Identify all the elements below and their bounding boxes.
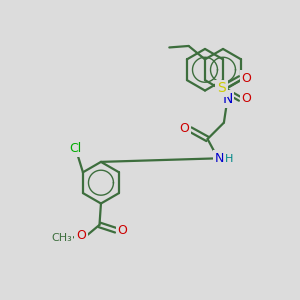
Text: O: O bbox=[76, 229, 86, 242]
Text: O: O bbox=[242, 72, 251, 85]
Text: S: S bbox=[217, 82, 226, 95]
Text: N: N bbox=[215, 152, 224, 165]
Text: H: H bbox=[225, 154, 233, 164]
Text: O: O bbox=[117, 224, 127, 237]
Text: N: N bbox=[222, 92, 233, 106]
Text: O: O bbox=[242, 92, 251, 105]
Text: O: O bbox=[179, 122, 189, 134]
Text: CH₃: CH₃ bbox=[51, 233, 72, 243]
Text: Cl: Cl bbox=[69, 142, 82, 155]
